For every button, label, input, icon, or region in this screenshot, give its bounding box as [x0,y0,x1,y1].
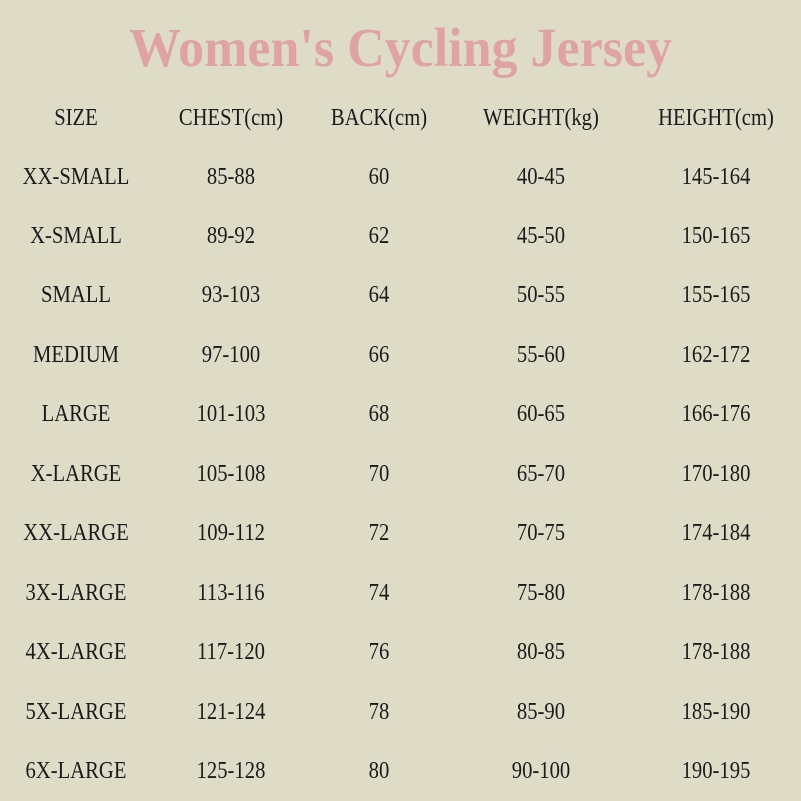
height-cell: 166-176 [681,401,751,427]
size-cell: XX-LARGE [23,520,129,546]
column-header-size: SIZE [54,105,98,131]
chest-cell: 121-124 [196,699,266,725]
height-cell: 185-190 [681,699,751,725]
table-row: XX-SMALL 85-88 60 40-45 145-164 [0,157,801,197]
back-cell: 76 [368,639,390,665]
weight-cell: 60-65 [516,401,566,427]
column-header-back: BACK(cm) [330,105,428,131]
weight-cell: 55-60 [516,342,566,368]
table-row: LARGE 101-103 68 60-65 166-176 [0,394,801,434]
weight-cell: 75-80 [516,580,566,606]
chest-cell: 109-112 [196,520,266,546]
size-cell: XX-SMALL [22,164,130,190]
chest-cell: 117-120 [196,639,266,665]
back-cell: 66 [368,342,390,368]
table-row: 5X-LARGE 121-124 78 85-90 185-190 [0,692,801,732]
chest-cell: 125-128 [196,758,266,784]
page-title: Women's Cycling Jersey [128,18,673,79]
back-cell: 72 [368,520,390,546]
table-row: 4X-LARGE 117-120 76 80-85 178-188 [0,632,801,672]
height-cell: 145-164 [681,164,751,190]
size-cell: LARGE [41,401,111,427]
size-cell: 6X-LARGE [25,758,127,784]
size-cell: X-LARGE [30,461,122,487]
chest-cell: 85-88 [206,164,256,190]
height-cell: 190-195 [681,758,751,784]
weight-cell: 70-75 [516,520,566,546]
back-cell: 64 [368,282,390,308]
column-header-chest: CHEST(cm) [178,105,284,131]
table-row: 3X-LARGE 113-116 74 75-80 178-188 [0,573,801,613]
chest-cell: 89-92 [206,223,256,249]
size-cell: SMALL [41,282,111,308]
table-row: XX-LARGE 109-112 72 70-75 174-184 [0,513,801,553]
height-cell: 162-172 [681,342,751,368]
back-cell: 60 [368,164,390,190]
height-cell: 170-180 [681,461,751,487]
size-cell: 5X-LARGE [25,699,127,725]
size-cell: 4X-LARGE [25,639,127,665]
chest-cell: 93-103 [201,282,261,308]
weight-cell: 85-90 [516,699,566,725]
back-cell: 78 [368,699,390,725]
table-row: X-SMALL 89-92 62 45-50 150-165 [0,216,801,256]
weight-cell: 45-50 [516,223,566,249]
weight-cell: 50-55 [516,282,566,308]
size-cell: 3X-LARGE [25,580,127,606]
back-cell: 70 [368,461,390,487]
height-cell: 178-188 [681,580,751,606]
column-header-weight: WEIGHT(kg) [483,105,599,131]
weight-cell: 40-45 [516,164,566,190]
back-cell: 62 [368,223,390,249]
back-cell: 74 [368,580,390,606]
table-header-row: SIZE CHEST(cm) BACK(cm) WEIGHT(kg) HEIGH… [0,98,801,138]
table-row: SMALL 93-103 64 50-55 155-165 [0,275,801,315]
table-row: X-LARGE 105-108 70 65-70 170-180 [0,454,801,494]
weight-cell: 80-85 [516,639,566,665]
back-cell: 68 [368,401,390,427]
back-cell: 80 [368,758,390,784]
chest-cell: 105-108 [196,461,266,487]
table-row: MEDIUM 97-100 66 55-60 162-172 [0,335,801,375]
chest-cell: 113-116 [197,580,265,606]
weight-cell: 65-70 [516,461,566,487]
size-cell: X-SMALL [30,223,122,249]
column-header-height: HEIGHT(cm) [658,105,774,131]
height-cell: 150-165 [681,223,751,249]
height-cell: 174-184 [681,520,751,546]
weight-cell: 90-100 [511,758,571,784]
chest-cell: 101-103 [196,401,266,427]
table-row: 6X-LARGE 125-128 80 90-100 190-195 [0,751,801,791]
height-cell: 155-165 [681,282,751,308]
chest-cell: 97-100 [201,342,261,368]
size-cell: MEDIUM [33,342,119,368]
height-cell: 178-188 [681,639,751,665]
